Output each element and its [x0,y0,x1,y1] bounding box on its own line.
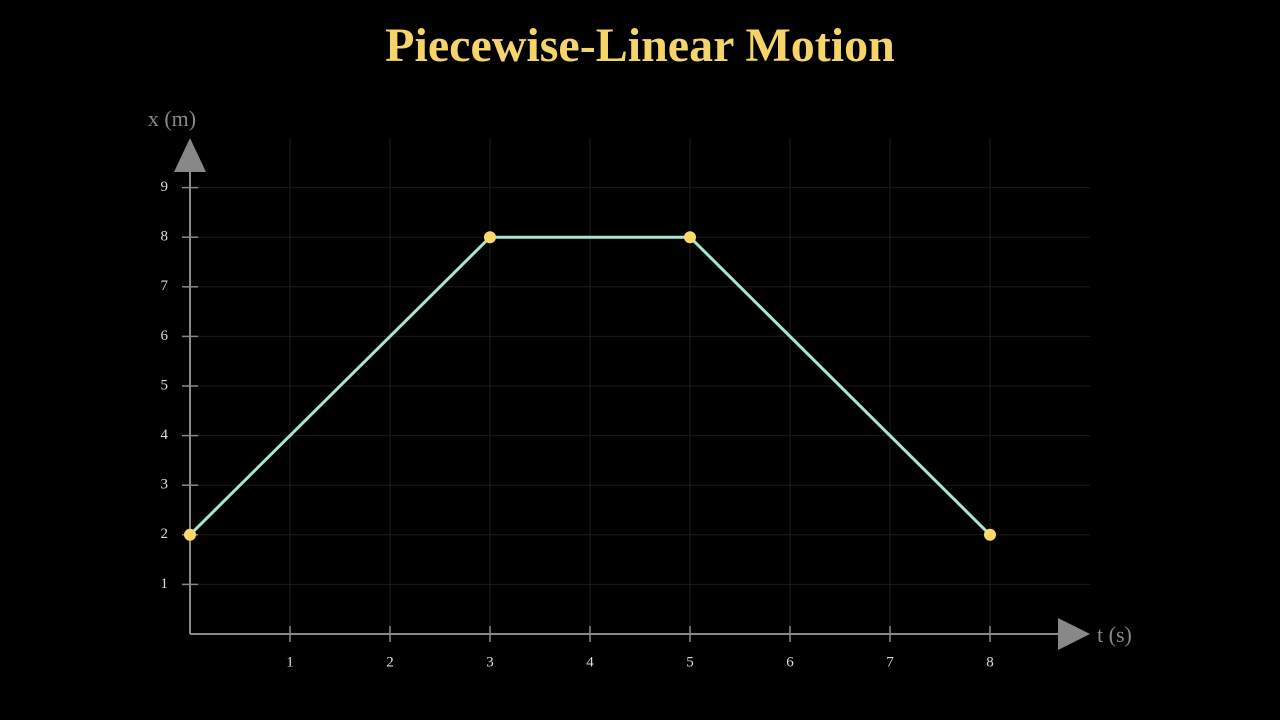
x-axis-arrow [1058,618,1090,650]
x-tick-label: 8 [986,654,994,670]
data-point [484,231,496,244]
y-tick-label: 7 [161,278,169,294]
x-tick-label: 1 [286,654,294,670]
x-tick-label: 4 [586,654,594,670]
x-tick-label: 6 [786,654,794,670]
y-axis-label: x (m) [148,106,196,131]
data-point [684,231,696,244]
chart-title: Piecewise-Linear Motion [385,19,895,72]
y-tick-label: 4 [161,427,169,443]
data-point [984,528,996,541]
y-axis-arrow [174,138,206,172]
y-tick-label: 2 [161,526,169,542]
y-tick-label: 6 [161,328,169,344]
y-tick-label: 8 [161,229,169,245]
x-tick-label: 2 [386,654,394,670]
x-tick-label: 3 [486,654,494,670]
x-tick-label: 5 [686,654,694,670]
x-tick-label: 7 [886,654,894,670]
series-line [188,235,992,536]
y-tick-label: 5 [161,377,169,393]
y-tick-label: 9 [161,179,169,195]
y-tick-label: 3 [161,477,169,493]
y-tick-label: 1 [161,576,169,592]
x-axis-label: t (s) [1097,622,1132,647]
data-point [184,528,196,541]
